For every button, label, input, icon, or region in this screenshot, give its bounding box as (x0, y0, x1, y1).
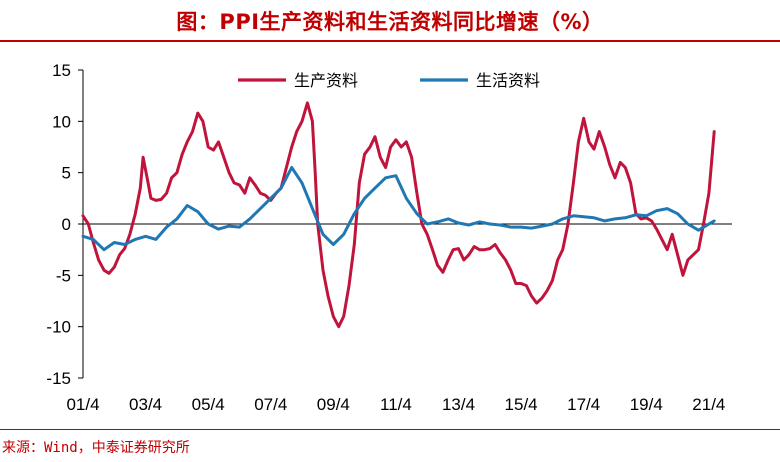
x-tick-label: 13/4 (442, 395, 475, 414)
x-axis-ticks: 01/4 03/4 05/4 07/4 09/4 11/4 13/4 15/4 17/4 19/4… (66, 395, 725, 414)
x-tick-label: 11/4 (380, 395, 412, 414)
x-tick-label: 21/4 (692, 395, 725, 414)
x-tick-label: 03/4 (129, 395, 162, 414)
legend-label-series-2: 生活资料 (476, 71, 540, 90)
series-line-2 (81, 166, 716, 252)
x-tick-label: 05/4 (192, 395, 225, 414)
ppi-line-chart: 15 10 5 0 -5 -10 -15 01/4 03/4 05/4 07/4 09/4 11/4 1… (46, 61, 732, 414)
y-tick-label: -5 (56, 266, 71, 285)
legend-label-series-1: 生产资料 (294, 71, 358, 90)
x-tick-label: 09/4 (317, 395, 350, 414)
y-tick-label: 5 (62, 164, 71, 183)
y-tick-label: 0 (62, 215, 71, 234)
title-divider (0, 40, 780, 42)
source-divider (0, 429, 780, 430)
x-tick-label: 17/4 (567, 395, 600, 414)
source-note: 来源：Wind，中泰证券研究所 (2, 440, 190, 456)
y-axis-ticks: 15 10 5 0 -5 -10 -15 (46, 61, 83, 388)
x-tick-label: 01/4 (66, 395, 99, 414)
x-tick-label: 15/4 (505, 395, 538, 414)
x-tick-label: 19/4 (630, 395, 663, 414)
chart-title: 图：PPI生产资料和生活资料同比增速（%） (176, 10, 604, 34)
y-tick-label: -15 (46, 369, 71, 388)
y-tick-label: 10 (52, 112, 71, 131)
series-lines (81, 101, 716, 329)
y-tick-label: 15 (52, 61, 71, 80)
x-tick-label: 07/4 (254, 395, 287, 414)
series-line-1 (81, 101, 716, 329)
chart-axes (82, 70, 732, 378)
y-tick-label: -10 (46, 318, 71, 337)
chart-legend: 生产资料 生活资料 (238, 71, 540, 90)
